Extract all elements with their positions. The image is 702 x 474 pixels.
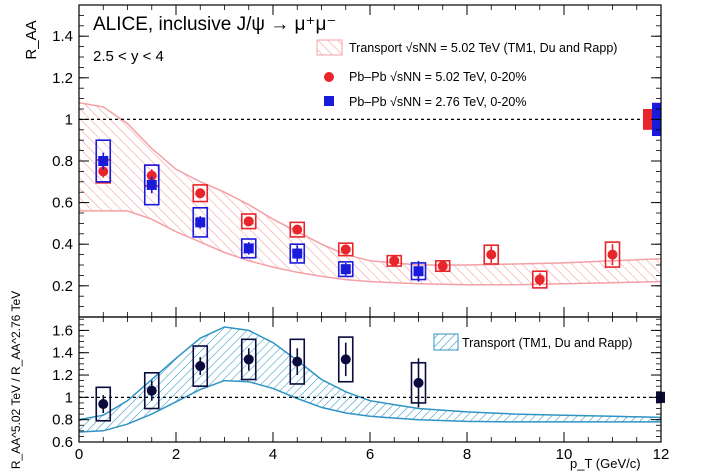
bottom-xtick-label: 0 bbox=[75, 446, 83, 463]
bottom-series-0 bbox=[95, 336, 427, 422]
bottom-legend: Transport (TM1, Du and Rapp) bbox=[433, 333, 632, 351]
bottom-ytick-label: 0.6 bbox=[52, 434, 73, 451]
top-data-point bbox=[292, 248, 303, 259]
top-data-point bbox=[534, 274, 545, 285]
top-data-point bbox=[243, 243, 254, 254]
top-data-point bbox=[340, 244, 351, 255]
legend-label-transport: Transport √sNN = 5.02 TeV (TM1, Du and R… bbox=[349, 41, 617, 55]
bottom-ytick-label: 1.6 bbox=[52, 322, 73, 339]
bottom-sys-box bbox=[143, 372, 160, 410]
top-data-point bbox=[437, 261, 448, 272]
top-ytick-label: 0.8 bbox=[52, 153, 73, 170]
top-data-point bbox=[340, 264, 351, 275]
bottom-axes: 0.6 0.8 1 1.2 1.4 1.6 0 2 4 6 8 10 12 bbox=[52, 317, 669, 463]
bottom-band-lower-edge bbox=[79, 379, 661, 433]
top-sys-box bbox=[289, 243, 306, 264]
top-data-marks bbox=[95, 139, 621, 289]
top-data-point bbox=[389, 255, 400, 266]
top-sys-box bbox=[289, 221, 306, 238]
top-ytick-label: 1.2 bbox=[52, 70, 73, 87]
bottom-ytick-label: 1 bbox=[65, 389, 73, 406]
bottom-data-marks bbox=[95, 336, 427, 422]
bottom-xtick-label: 12 bbox=[653, 446, 670, 463]
top-data-point bbox=[146, 170, 157, 181]
bottom-ytick-label: 1.4 bbox=[52, 345, 73, 362]
top-data-point bbox=[413, 266, 424, 277]
top-sys-box bbox=[192, 184, 209, 203]
bottom-band-fill bbox=[79, 327, 661, 432]
bottom-sys-box bbox=[337, 336, 354, 383]
top-ytick-label: 0.4 bbox=[52, 236, 73, 253]
bottom-data-point bbox=[195, 361, 206, 372]
top-sys-box bbox=[337, 242, 354, 257]
top-data-point bbox=[195, 188, 206, 199]
top-data-point bbox=[486, 249, 497, 260]
top-ytick-label: 0.6 bbox=[52, 195, 73, 212]
top-data-point bbox=[607, 249, 618, 260]
top-y-axis: 0.2 0.4 0.6 0.8 1 1.2 1.4 bbox=[52, 5, 662, 318]
legend-marker-red bbox=[324, 72, 334, 82]
legend-label-transport-ratio: Transport (TM1, Du and Rapp) bbox=[462, 336, 632, 350]
top-band-lower-edge bbox=[79, 210, 661, 286]
top-sys-box bbox=[434, 260, 451, 273]
bottom-data-point bbox=[243, 354, 254, 365]
bottom-sys-box bbox=[192, 345, 209, 387]
legend-swatch-transport bbox=[316, 39, 343, 56]
top-ytick-label: 0.2 bbox=[52, 278, 73, 295]
bottom-xtick-label: 2 bbox=[172, 446, 180, 463]
legend-label-blue: Pb–Pb √sNN = 2.76 TeV, 0-20% bbox=[349, 95, 526, 109]
top-ytick-label: 1 bbox=[65, 111, 73, 128]
bottom-panel: 0.6 0.8 1 1.2 1.4 1.6 0 2 4 6 8 10 12 R_AA^5.02 TeV … bbox=[9, 291, 669, 471]
top-series-0 bbox=[95, 159, 621, 289]
top-y-axis-label: R_AA bbox=[23, 20, 40, 59]
top-data-point bbox=[292, 224, 303, 235]
top-sys-box bbox=[240, 238, 257, 259]
top-sys-box bbox=[337, 261, 354, 278]
top-sys-box bbox=[531, 270, 548, 289]
top-sys-box bbox=[240, 213, 257, 230]
top-data-point bbox=[195, 217, 206, 228]
x-axis-label: p_T (GeV/c) bbox=[570, 456, 641, 471]
bottom-data-point bbox=[340, 354, 351, 365]
top-data-point bbox=[98, 166, 109, 177]
bottom-data-point bbox=[146, 385, 157, 396]
top-legend: Transport √sNN = 5.02 TeV (TM1, Du and R… bbox=[316, 39, 617, 109]
bottom-sys-box bbox=[95, 386, 112, 422]
bottom-sys-box bbox=[240, 338, 257, 381]
bottom-xtick-label: 4 bbox=[269, 446, 277, 463]
top-data-point bbox=[98, 156, 109, 166]
top-data-point bbox=[146, 179, 157, 190]
bottom-data-point bbox=[292, 356, 303, 367]
legend-swatch-transport-ratio bbox=[433, 333, 459, 351]
bottom-xtick-label: 6 bbox=[366, 446, 374, 463]
bottom-xtick-label: 10 bbox=[556, 446, 573, 463]
top-band-fill bbox=[79, 102, 661, 285]
top-sys-box bbox=[483, 244, 500, 265]
top-sys-box bbox=[604, 241, 621, 268]
top-sys-box bbox=[192, 207, 209, 238]
bottom-xtick-label: 8 bbox=[463, 446, 471, 463]
chart-title: ALICE, inclusive J/ψ → μ⁺μ⁻ bbox=[93, 14, 336, 35]
bottom-sys-box bbox=[289, 338, 306, 385]
legend-marker-blue bbox=[324, 96, 334, 106]
bottom-y-axis-label: R_AA^5.02 TeV / R_AA^2.76 TeV bbox=[9, 291, 23, 469]
top-sys-box bbox=[386, 254, 403, 267]
legend-label-red: Pb–Pb √sNN = 5.02 TeV, 0-20% bbox=[349, 70, 526, 84]
bottom-data-point bbox=[98, 399, 109, 410]
top-panel: 0.2 0.4 0.6 0.8 1 1.2 1.4 ALICE, inclusive J/ψ… bbox=[23, 4, 662, 318]
bottom-ytick-label: 1.2 bbox=[52, 367, 73, 384]
top-global-unc-box bbox=[643, 109, 652, 130]
top-sys-box bbox=[143, 164, 160, 206]
bottom-ytick-label: 0.8 bbox=[52, 412, 73, 429]
top-data-point bbox=[243, 216, 254, 227]
top-series-1 bbox=[95, 139, 427, 282]
top-ytick-label: 1.4 bbox=[52, 28, 73, 45]
chart-subtitle: 2.5 < y < 4 bbox=[93, 48, 164, 65]
transport-band-5tev bbox=[79, 102, 661, 286]
bottom-data-point bbox=[413, 377, 424, 388]
top-sys-box bbox=[95, 139, 112, 183]
